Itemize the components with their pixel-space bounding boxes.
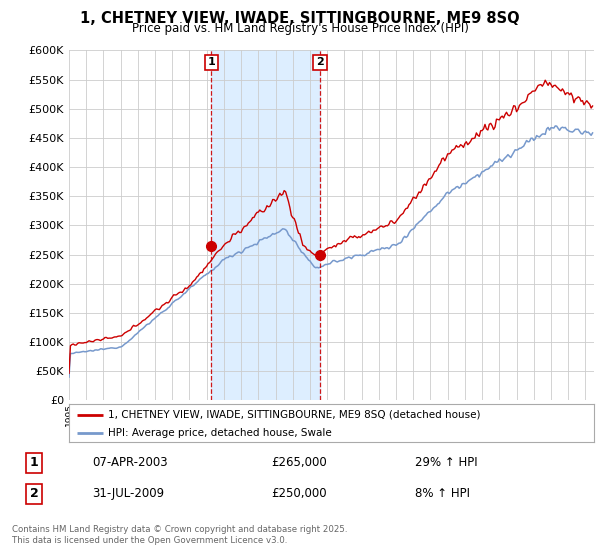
Text: 1: 1 bbox=[208, 58, 215, 67]
Text: 1: 1 bbox=[29, 456, 38, 469]
Text: HPI: Average price, detached house, Swale: HPI: Average price, detached house, Swal… bbox=[109, 428, 332, 438]
Text: 1, CHETNEY VIEW, IWADE, SITTINGBOURNE, ME9 8SQ: 1, CHETNEY VIEW, IWADE, SITTINGBOURNE, M… bbox=[80, 11, 520, 26]
Text: 1, CHETNEY VIEW, IWADE, SITTINGBOURNE, ME9 8SQ (detached house): 1, CHETNEY VIEW, IWADE, SITTINGBOURNE, M… bbox=[109, 410, 481, 420]
Text: Price paid vs. HM Land Registry's House Price Index (HPI): Price paid vs. HM Land Registry's House … bbox=[131, 22, 469, 35]
Text: £265,000: £265,000 bbox=[271, 456, 327, 469]
Text: Contains HM Land Registry data © Crown copyright and database right 2025.
This d: Contains HM Land Registry data © Crown c… bbox=[12, 525, 347, 545]
Text: 2: 2 bbox=[29, 487, 38, 501]
Text: 31-JUL-2009: 31-JUL-2009 bbox=[92, 487, 165, 501]
Bar bbox=[211, 50, 320, 400]
Text: 2: 2 bbox=[316, 58, 324, 67]
Text: 07-APR-2003: 07-APR-2003 bbox=[92, 456, 168, 469]
Text: 8% ↑ HPI: 8% ↑ HPI bbox=[415, 487, 470, 501]
Text: £250,000: £250,000 bbox=[271, 487, 327, 501]
Text: 29% ↑ HPI: 29% ↑ HPI bbox=[415, 456, 478, 469]
